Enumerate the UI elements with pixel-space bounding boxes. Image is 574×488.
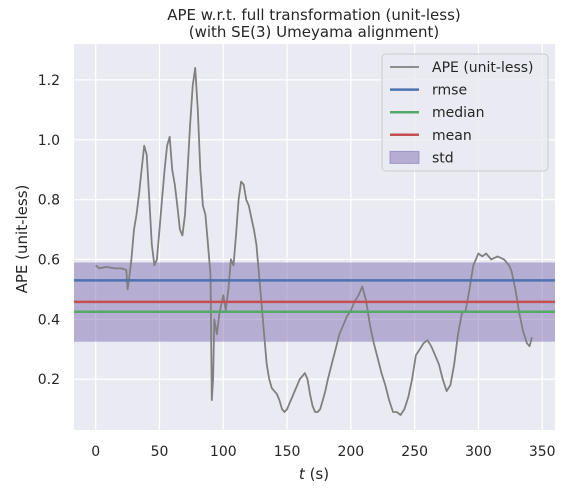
y-axis-label: APE (unit-less): [13, 185, 31, 294]
legend-label: median: [432, 105, 484, 121]
x-tick-label: 100: [210, 444, 237, 460]
y-tick-label: 0.8: [38, 193, 60, 209]
x-tick-label: 300: [465, 444, 492, 460]
x-tick-label: 250: [401, 444, 428, 460]
legend-box: [381, 53, 549, 172]
legend-label: mean: [432, 128, 472, 144]
legend-label: APE (unit-less): [432, 60, 534, 76]
y-tick-label: 0.6: [38, 252, 60, 268]
legend-swatch-std: [389, 150, 420, 164]
x-axis-label: t (s): [299, 465, 329, 483]
y-tick-label: 0.4: [38, 312, 60, 328]
legend-label: rmse: [432, 83, 467, 99]
x-tick-label: 350: [529, 444, 556, 460]
x-tick-label: 0: [91, 444, 100, 460]
chart-title: APE w.r.t. full transformation (unit-les…: [167, 6, 461, 24]
x-tick-label: 150: [274, 444, 301, 460]
legend: APE (unit-less) rmse median mean std: [381, 53, 549, 172]
legend-label: std: [432, 150, 454, 166]
y-tick-label: 0.2: [38, 372, 60, 388]
y-tick-label: 1.2: [38, 73, 60, 89]
ape-line: [95, 67, 533, 416]
x-tick-label: 50: [151, 444, 169, 460]
y-tick-label: 1.0: [38, 133, 60, 149]
x-tick-label: 200: [337, 444, 364, 460]
chart-subtitle: (with SE(3) Umeyama alignment): [189, 23, 440, 41]
